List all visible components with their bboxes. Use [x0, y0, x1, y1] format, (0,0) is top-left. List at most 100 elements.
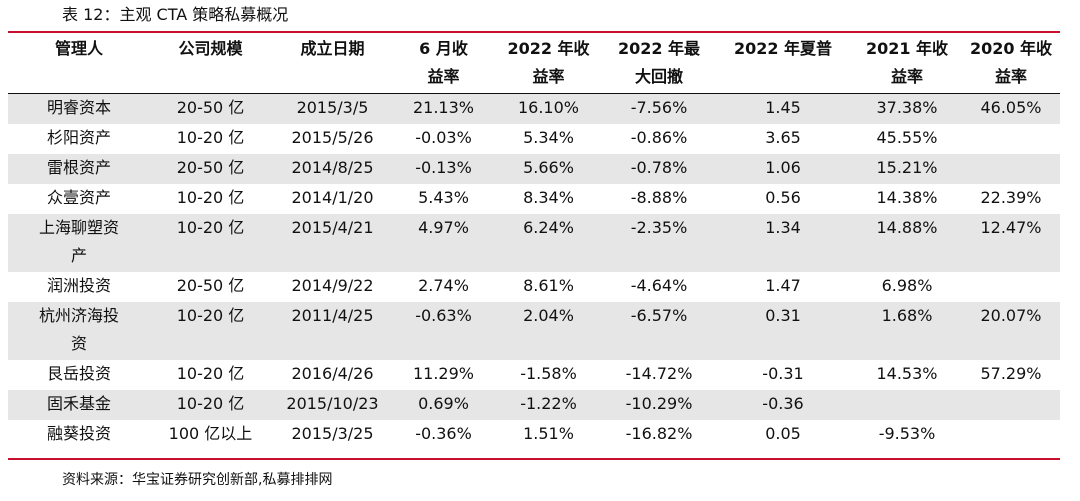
- return-2022-cell: -1.22%: [493, 390, 604, 420]
- established-date-cell: 2015/5/26: [291, 128, 374, 147]
- header-2022-max-drawdown: 2022 年最 大回撤: [617, 39, 701, 86]
- company-size-cell: 20-50 亿: [150, 154, 271, 184]
- company-size-cell: 10-20 亿: [176, 188, 245, 207]
- return-2020-cell: [962, 390, 1060, 420]
- max-drawdown-2022-cell: -16.82%: [625, 424, 693, 443]
- manager-name-line: 产: [70, 246, 87, 265]
- max-drawdown-2022-cell: -0.86%: [630, 128, 688, 147]
- return-2020-cell: 22.39%: [980, 188, 1042, 207]
- sharpe-2022-cell: 0.05: [765, 424, 801, 443]
- established-date-cell: 2014/8/25: [271, 154, 394, 184]
- header-established-date: 成立日期: [300, 39, 365, 58]
- manager-name-line: 杉阳资产: [46, 128, 111, 147]
- company-size-cell: 100 亿以上: [168, 424, 253, 443]
- company-size-cell: 10-20 亿: [176, 364, 245, 383]
- june-return-cell: 21.13%: [394, 93, 493, 124]
- sharpe-2022-cell: 0.31: [714, 302, 852, 360]
- manager-name-cell: 润洲投资: [8, 272, 150, 302]
- bottom-rule: [8, 458, 1060, 460]
- return-2022-cell: 5.34%: [523, 128, 574, 147]
- return-2022-cell: 8.61%: [523, 276, 574, 295]
- manager-name-cell: 融葵投资: [8, 420, 150, 450]
- company-size-cell: 20-50 亿: [176, 276, 245, 295]
- sharpe-2022-cell: 1.47: [765, 276, 801, 295]
- established-date-cell: 2014/9/22: [291, 276, 374, 295]
- return-2021-cell: [852, 390, 962, 420]
- max-drawdown-2022-cell: -6.57%: [604, 302, 714, 360]
- table-row: 固禾基金 10-20 亿 2015/10/23 0.69% -1.22% -10.29% -…: [8, 390, 1060, 420]
- return-2020-cell: 57.29%: [980, 364, 1042, 383]
- established-date-cell: 2015/10/23: [271, 390, 394, 420]
- header-2022-sharpe: 2022 年夏普: [733, 39, 833, 58]
- june-return-cell: 5.43%: [418, 188, 469, 207]
- table-row: 明睿资本 20-50 亿 2015/3/5 21.13% 16.10% -7.56% 1.4…: [8, 93, 1060, 124]
- manager-name-line: 上海聊塑资: [38, 218, 119, 237]
- return-2020-cell: 20.07%: [962, 302, 1060, 360]
- sharpe-2022-cell: 1.34: [714, 214, 852, 272]
- manager-name-line: 雷根资产: [46, 158, 111, 177]
- june-return-cell: -0.36%: [415, 424, 472, 443]
- max-drawdown-2022-cell: -14.72%: [625, 364, 693, 383]
- company-size-cell: 10-20 亿: [150, 214, 271, 272]
- max-drawdown-2022-cell: -2.35%: [604, 214, 714, 272]
- source-note: 资料来源：华宝证券研究创新部,私募排排网: [62, 472, 333, 488]
- table-row: 杉阳资产 10-20 亿 2015/5/26 -0.03% 5.34% -0.86% 3.6…: [8, 124, 1060, 154]
- sharpe-2022-cell: 0.56: [765, 188, 801, 207]
- table-row: 杭州济海投资 10-20 亿 2011/4/25 -0.63% 2.04% -6.57% 0…: [8, 302, 1060, 360]
- table-row: 上海聊塑资产 10-20 亿 2015/4/21 4.97% 6.24% -2.35% 1.…: [8, 214, 1060, 272]
- manager-name-cell: 艮岳投资: [8, 360, 150, 390]
- table-caption: 表 12：主观 CTA 策略私募概况: [62, 5, 289, 24]
- table-row: 艮岳投资 10-20 亿 2016/4/26 11.29% -1.58% -14.72% -…: [8, 360, 1060, 390]
- max-drawdown-2022-cell: -4.64%: [630, 276, 688, 295]
- return-2021-cell: 14.88%: [852, 214, 962, 272]
- table-row: 雷根资产 20-50 亿 2014/8/25 -0.13% 5.66% -0.78% 1.0…: [8, 154, 1060, 184]
- sharpe-2022-cell: -0.31: [762, 364, 804, 383]
- sharpe-2022-cell: 3.65: [765, 128, 801, 147]
- return-2021-cell: 15.21%: [852, 154, 962, 184]
- sharpe-2022-cell: 1.45: [714, 93, 852, 124]
- return-2020-cell: [962, 154, 1060, 184]
- manager-name-line: 固禾基金: [46, 394, 111, 413]
- manager-name-line: 融葵投资: [46, 424, 111, 443]
- max-drawdown-2022-cell: -0.78%: [604, 154, 714, 184]
- manager-name-cell: 上海聊塑资产: [8, 214, 150, 272]
- header-2020-return: 2020 年收 益率: [969, 39, 1053, 86]
- return-2022-cell: 2.04%: [493, 302, 604, 360]
- return-2022-cell: 5.66%: [493, 154, 604, 184]
- established-date-cell: 2015/4/21: [271, 214, 394, 272]
- table-row: 润洲投资 20-50 亿 2014/9/22 2.74% 8.61% -4.64% 1.47…: [8, 272, 1060, 302]
- company-size-cell: 20-50 亿: [150, 93, 271, 124]
- header-manager: 管理人: [54, 39, 103, 58]
- return-2021-cell: 14.53%: [876, 364, 938, 383]
- established-date-cell: 2011/4/25: [271, 302, 394, 360]
- manager-name-cell: 杭州济海投资: [8, 302, 150, 360]
- return-2021-cell: 37.38%: [852, 93, 962, 124]
- return-2021-cell: -9.53%: [878, 424, 936, 443]
- cta-private-fund-table: 管理人 公司规模 成立日期 6 月收 益率 2022 年收 益率 2022 年最 大回…: [8, 33, 1060, 450]
- june-return-cell: -0.63%: [394, 302, 493, 360]
- header-2022-return: 2022 年收 益率: [507, 39, 590, 86]
- established-date-cell: 2016/4/26: [291, 364, 374, 383]
- june-return-cell: -0.03%: [415, 128, 472, 147]
- return-2022-cell: 16.10%: [493, 93, 604, 124]
- return-2020-cell: 12.47%: [962, 214, 1060, 272]
- june-return-cell: 0.69%: [394, 390, 493, 420]
- june-return-cell: -0.13%: [394, 154, 493, 184]
- manager-name-cell: 固禾基金: [8, 390, 150, 420]
- manager-name-cell: 众壹资产: [8, 184, 150, 214]
- return-2022-cell: 6.24%: [493, 214, 604, 272]
- return-2022-cell: 1.51%: [523, 424, 574, 443]
- manager-name-cell: 杉阳资产: [8, 124, 150, 154]
- header-company-size: 公司规模: [178, 39, 243, 58]
- company-size-cell: 10-20 亿: [150, 390, 271, 420]
- max-drawdown-2022-cell: -10.29%: [604, 390, 714, 420]
- manager-name-line: 艮岳投资: [46, 364, 111, 383]
- return-2020-cell: [962, 420, 1060, 450]
- max-drawdown-2022-cell: -8.88%: [630, 188, 688, 207]
- table-row: 众壹资产 10-20 亿 2014/1/20 5.43% 8.34% -8.88% 0.56…: [8, 184, 1060, 214]
- return-2021-cell: 6.98%: [881, 276, 933, 295]
- manager-name-cell: 雷根资产: [8, 154, 150, 184]
- return-2021-cell: 45.55%: [876, 128, 938, 147]
- established-date-cell: 2014/1/20: [291, 188, 374, 207]
- sharpe-2022-cell: 1.06: [714, 154, 852, 184]
